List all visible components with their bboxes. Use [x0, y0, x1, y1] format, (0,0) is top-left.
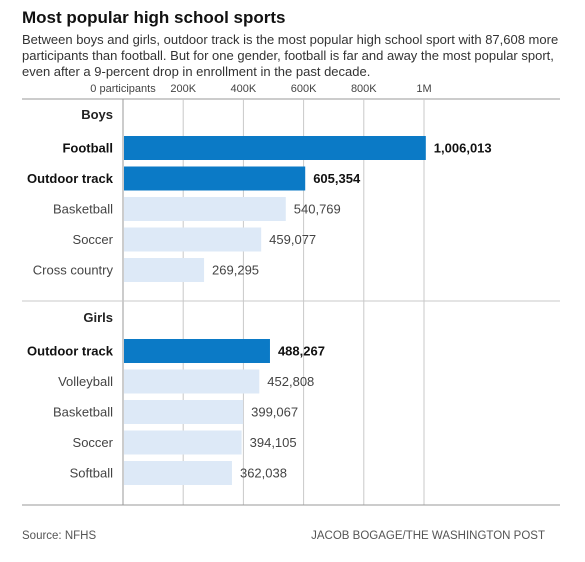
- x-tick-label: 200K: [170, 83, 196, 95]
- category-label: Basketball: [53, 405, 113, 420]
- x-tick-label: 0 participants: [90, 83, 156, 95]
- category-label: Softball: [70, 466, 113, 481]
- value-label: 269,295: [212, 263, 259, 278]
- bar: [124, 166, 306, 191]
- credit-line: JACOB BOGAGE/THE WASHINGTON POST: [311, 530, 545, 542]
- x-tick-label: 600K: [291, 83, 317, 95]
- category-label: Outdoor track: [27, 171, 114, 186]
- category-label: Football: [62, 141, 113, 156]
- group-label: Girls: [83, 310, 113, 325]
- x-tick-label: 400K: [231, 83, 257, 95]
- value-label: 1,006,013: [434, 141, 492, 156]
- bar: [124, 258, 205, 282]
- value-label: 452,808: [267, 374, 314, 389]
- bar: [124, 197, 286, 221]
- value-label: 488,267: [278, 344, 325, 359]
- bar: [124, 227, 262, 252]
- category-label: Cross country: [33, 263, 114, 278]
- x-tick-label: 1M: [416, 83, 431, 95]
- group-label: Boys: [81, 107, 113, 122]
- bar: [124, 369, 260, 394]
- chart-title: Most popular high school sports: [22, 8, 286, 27]
- bar: [124, 430, 242, 455]
- category-label: Outdoor track: [27, 344, 114, 359]
- value-label: 459,077: [269, 232, 316, 247]
- bar: [124, 461, 232, 485]
- value-label: 394,105: [250, 435, 297, 450]
- chart-subtitle: Between boys and girls, outdoor track is…: [22, 32, 559, 79]
- category-label: Soccer: [73, 232, 114, 247]
- value-label: 540,769: [294, 202, 341, 217]
- value-label: 605,354: [313, 171, 361, 186]
- category-label: Basketball: [53, 202, 113, 217]
- value-label: 399,067: [251, 405, 298, 420]
- bar: [124, 339, 270, 363]
- bar: [124, 136, 426, 160]
- source-note: Source: NFHS: [22, 530, 97, 542]
- bar: [124, 400, 244, 424]
- category-label: Soccer: [73, 435, 114, 450]
- value-label: 362,038: [240, 466, 287, 481]
- category-label: Volleyball: [58, 374, 113, 389]
- x-tick-label: 800K: [351, 83, 377, 95]
